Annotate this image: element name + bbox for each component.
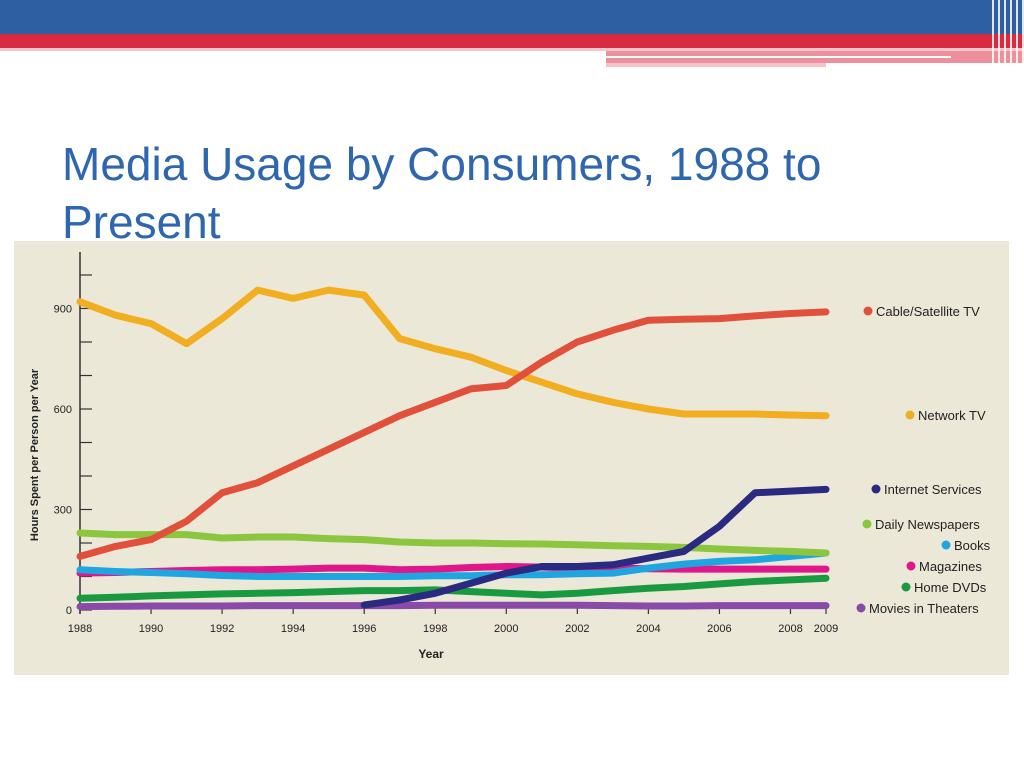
x-tick-label: 1996 [352, 623, 376, 635]
x-tick-label: 2008 [778, 623, 802, 635]
legend-label: Movies in Theaters [869, 601, 979, 616]
slide-title: Media Usage by Consumers, 1988 to Presen… [62, 137, 822, 248]
legend-label: Home DVDs [914, 580, 987, 595]
series-line-5 [76, 563, 830, 577]
legend-label: Daily Newspapers [875, 517, 980, 532]
legend-marker [863, 306, 873, 316]
y-tick-label: 900 [54, 304, 72, 316]
x-tick-label: 2009 [814, 623, 838, 635]
legend-marker [906, 561, 916, 571]
legend-label: Network TV [918, 408, 986, 423]
y-tick-label: 300 [54, 505, 72, 517]
series-line-1 [76, 286, 830, 420]
legend-label: Magazines [919, 559, 982, 574]
y-axis-label: Hours Spent per Person per Year [29, 368, 41, 541]
x-tick-label: 2000 [494, 623, 518, 635]
legend-label: Cable/Satellite TV [876, 304, 980, 319]
x-tick-label: 1988 [68, 623, 92, 635]
legend-label: Books [954, 538, 991, 553]
series-line-0 [76, 308, 830, 560]
series-line-7 [76, 601, 830, 611]
legend-marker [901, 582, 911, 592]
legend-marker [856, 603, 866, 613]
x-tick-label: 2006 [707, 623, 731, 635]
legend-marker [905, 410, 915, 420]
header-pink-line [0, 48, 1024, 51]
y-tick-label: 0 [66, 605, 72, 617]
header-white-line [606, 56, 951, 58]
x-tick-label: 1992 [210, 623, 234, 635]
x-tick-label: 2004 [636, 623, 660, 635]
x-tick-label: 1994 [281, 623, 305, 635]
series-line-4 [76, 549, 830, 580]
header-red-band [0, 34, 1024, 48]
x-tick-label: 1998 [423, 623, 447, 635]
legend-marker [871, 484, 881, 494]
x-tick-label: 1990 [139, 623, 163, 635]
header-blue-band [0, 0, 1024, 34]
legend-marker [862, 519, 872, 529]
series-line-3 [76, 529, 830, 557]
x-axis-label: Year [418, 647, 444, 661]
series-line-2 [360, 485, 830, 609]
legend-marker [941, 540, 951, 550]
legend-label: Internet Services [884, 482, 982, 497]
header-pink-band-lower [606, 63, 826, 67]
x-tick-label: 2002 [565, 623, 589, 635]
header-stripes [992, 0, 1024, 68]
y-tick-label: 600 [54, 404, 72, 416]
